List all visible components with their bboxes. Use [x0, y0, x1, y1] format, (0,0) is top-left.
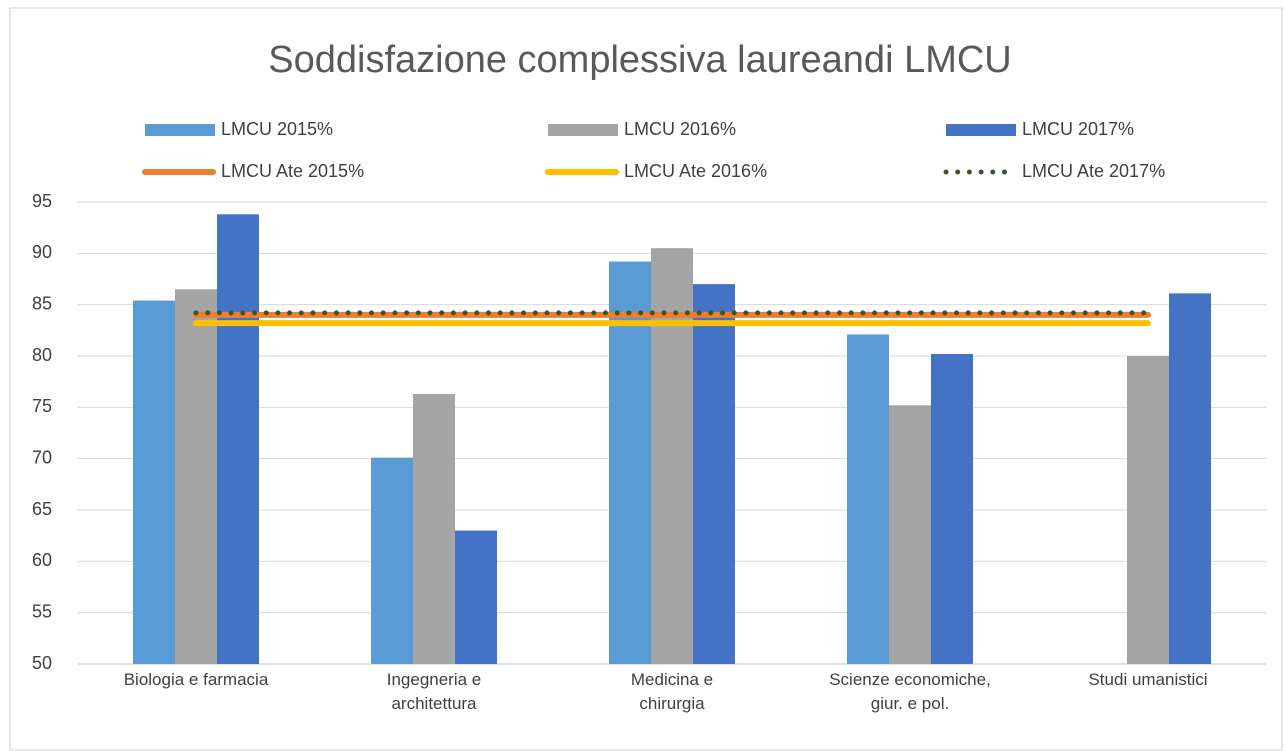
y-tick-label: 85 [32, 293, 52, 313]
bar [413, 393, 455, 664]
chart-title: Soddisfazione complessiva laureandi LMCU [268, 39, 1012, 81]
legend-label: LMCU 2017% [1022, 119, 1134, 139]
legend-label: LMCU Ate 2015% [221, 161, 364, 181]
x-tick-label: Studi umanistici [1088, 670, 1208, 689]
legend-label: LMCU Ate 2016% [624, 161, 767, 181]
legend-swatch [145, 124, 215, 136]
bar [1127, 356, 1169, 664]
bar [133, 300, 175, 664]
bar [217, 214, 259, 664]
y-tick-label: 95 [32, 191, 52, 211]
y-tick-label: 60 [32, 550, 52, 570]
legend-label: LMCU 2016% [624, 119, 736, 139]
y-tick-label: 65 [32, 499, 52, 519]
bar [175, 289, 217, 664]
x-tick-label: Ingegneria e architettura [386, 670, 482, 713]
bar [889, 405, 931, 664]
bar [1169, 293, 1211, 664]
bar [371, 457, 413, 664]
x-tick-label: Biologia e farmacia [123, 670, 269, 689]
y-tick-label: 80 [32, 345, 52, 365]
legend-label: LMCU Ate 2017% [1022, 161, 1165, 181]
y-tick-label: 70 [32, 447, 52, 467]
legend-swatch [946, 124, 1016, 136]
y-tick-label: 55 [32, 601, 52, 621]
x-tick-label: Scienze economiche, giur. e pol. [829, 670, 991, 713]
y-tick-label: 50 [32, 653, 52, 673]
bar [847, 334, 889, 664]
legend-label: LMCU 2015% [221, 119, 333, 139]
bar [693, 284, 735, 664]
y-tick-label: 75 [32, 396, 52, 416]
x-tick-label: Medicina e chirurgia [630, 670, 714, 713]
y-tick-label: 90 [32, 242, 52, 262]
bar [931, 353, 973, 664]
bar [455, 530, 497, 664]
bar [609, 261, 651, 664]
legend-swatch [548, 124, 618, 136]
